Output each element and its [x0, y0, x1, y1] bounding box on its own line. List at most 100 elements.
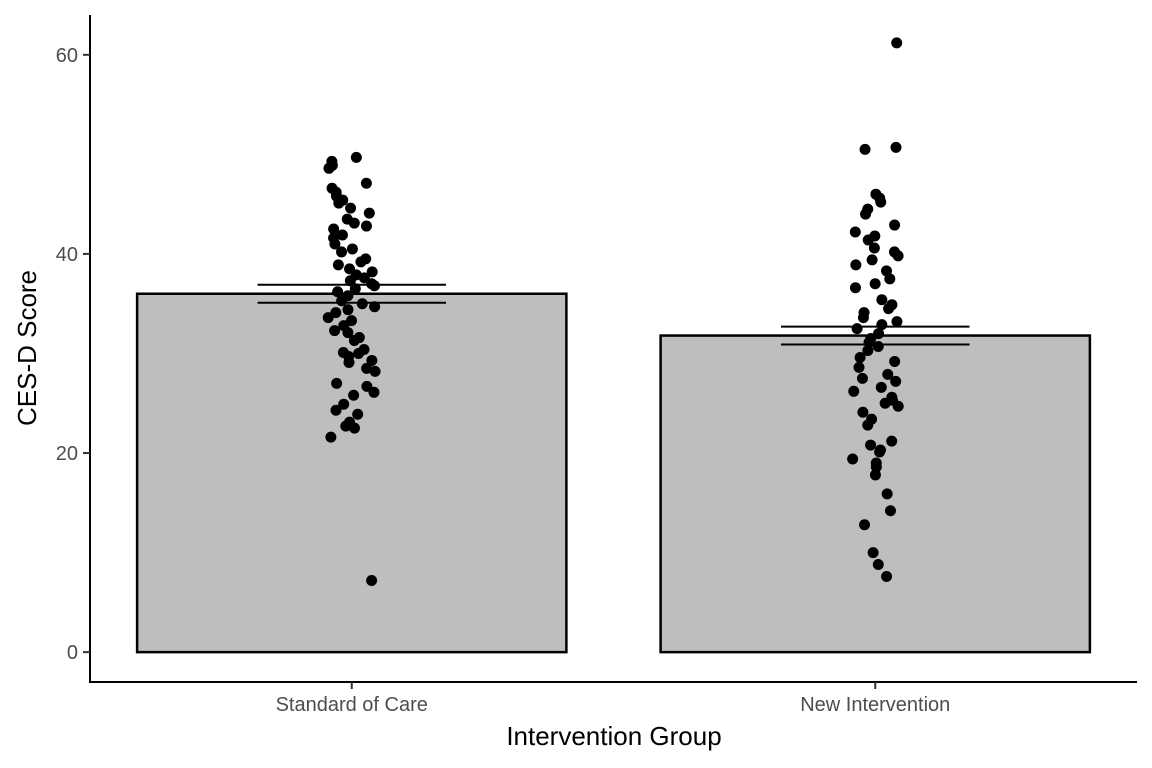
data-point	[857, 406, 869, 418]
data-point	[352, 408, 364, 420]
data-point	[856, 372, 868, 384]
data-point	[363, 207, 375, 219]
data-point	[848, 385, 860, 397]
bar-1	[659, 334, 1092, 654]
data-point	[872, 341, 884, 353]
data-point	[886, 299, 898, 311]
data-point	[853, 361, 865, 373]
data-point	[332, 259, 344, 271]
data-point	[888, 246, 900, 258]
data-point	[884, 505, 896, 517]
data-point	[366, 266, 378, 278]
y-axis-title: CES-D Score	[12, 270, 42, 426]
data-point	[876, 294, 888, 306]
data-point	[342, 304, 354, 316]
data-point	[865, 333, 877, 345]
data-point	[342, 290, 354, 302]
y-tick-label: 60	[56, 45, 78, 67]
data-point	[358, 343, 370, 355]
data-point	[344, 263, 356, 275]
data-point	[891, 316, 903, 328]
data-point	[851, 323, 863, 335]
data-point	[330, 307, 342, 319]
y-ticks-layer: 0 20 40 60	[56, 45, 90, 664]
data-point	[360, 177, 372, 189]
data-point	[875, 381, 887, 393]
data-point	[874, 444, 886, 456]
data-point	[344, 416, 356, 428]
data-point	[889, 355, 901, 367]
data-point	[854, 351, 866, 363]
data-point	[890, 141, 902, 153]
data-point	[366, 574, 378, 586]
data-point	[337, 346, 349, 358]
data-point	[868, 242, 880, 254]
data-point	[867, 547, 879, 559]
data-point	[329, 325, 341, 337]
data-point	[865, 439, 877, 451]
data-point	[328, 223, 340, 235]
data-point	[889, 219, 901, 231]
data-point	[869, 469, 881, 481]
data-point	[331, 377, 343, 389]
y-tick-label: 0	[67, 642, 78, 664]
data-point	[369, 365, 381, 377]
data-point	[360, 220, 372, 232]
data-point	[869, 230, 881, 242]
data-point	[353, 332, 365, 344]
data-point	[849, 282, 861, 294]
data-point	[882, 368, 894, 380]
data-point	[369, 301, 381, 313]
data-point	[850, 259, 862, 271]
data-point	[881, 488, 893, 500]
data-point	[847, 453, 859, 465]
data-point	[859, 143, 871, 155]
data-point	[326, 182, 338, 194]
bar-0	[135, 292, 568, 654]
data-point	[361, 362, 373, 374]
data-point	[348, 389, 360, 401]
axes-layer	[89, 15, 1137, 683]
data-point	[886, 435, 898, 447]
data-point	[332, 286, 344, 298]
data-point	[890, 375, 902, 387]
data-point	[872, 559, 884, 571]
data-point	[870, 188, 882, 200]
data-point	[886, 391, 898, 403]
data-point	[869, 278, 881, 290]
data-point	[881, 570, 893, 582]
data-point	[330, 404, 342, 416]
data-point	[866, 413, 878, 425]
data-point	[873, 328, 885, 340]
data-point	[880, 265, 892, 277]
data-point	[326, 155, 338, 167]
data-point	[876, 319, 888, 331]
x-ticks-layer: Standard of Care New Intervention	[276, 682, 950, 716]
y-tick-label: 40	[56, 244, 78, 266]
data-point	[859, 519, 871, 531]
data-point	[858, 307, 870, 319]
y-tick-label: 20	[56, 443, 78, 465]
data-point	[849, 226, 861, 238]
data-point	[360, 253, 372, 265]
data-point	[336, 229, 348, 241]
data-point	[345, 202, 357, 214]
data-point	[870, 457, 882, 469]
bars-layer	[135, 292, 1092, 654]
data-point	[346, 243, 358, 255]
data-point	[350, 151, 362, 163]
x-tick-label-0: Standard of Care	[276, 694, 428, 716]
data-point	[349, 283, 361, 295]
x-tick-label-1: New Intervention	[800, 694, 950, 716]
data-point	[341, 213, 353, 225]
data-point	[356, 298, 368, 310]
x-axis-title: Intervention Group	[506, 721, 721, 751]
points-layer	[322, 37, 904, 586]
data-point	[366, 354, 378, 366]
data-point	[862, 203, 874, 215]
data-point	[866, 254, 878, 266]
data-point	[338, 398, 350, 410]
data-point	[346, 315, 358, 327]
data-point	[328, 232, 340, 244]
